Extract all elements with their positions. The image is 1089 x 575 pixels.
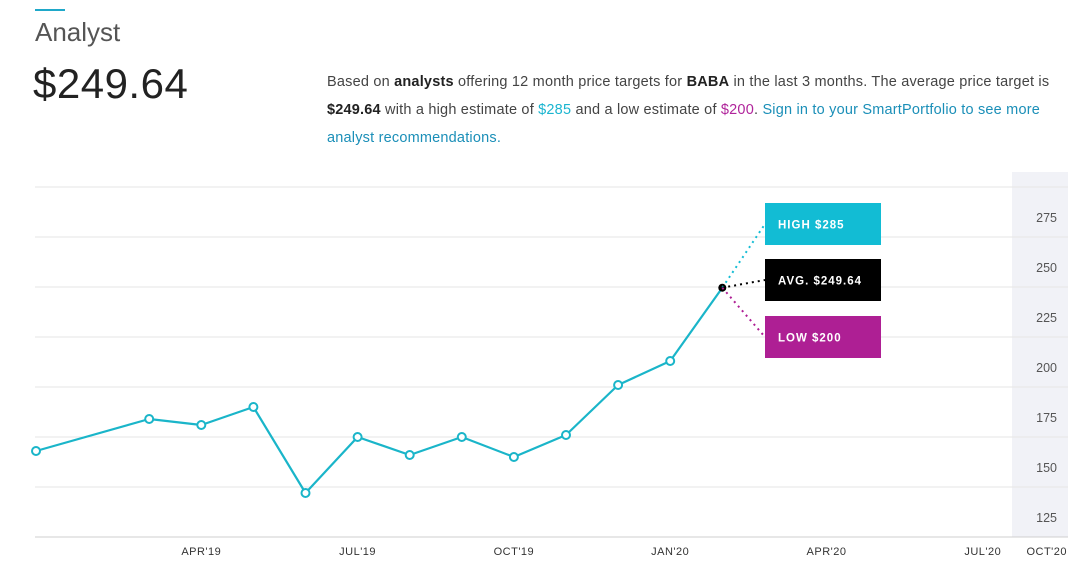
data-point [248, 402, 259, 412]
y-tick-label: 200 [1036, 361, 1057, 375]
summary-ticker: BABA [686, 74, 730, 90]
target-tag [765, 316, 881, 358]
data-point [613, 380, 624, 390]
summary-low: $200 [720, 102, 754, 118]
x-tick-label: OCT'20 [1026, 546, 1067, 558]
forecast-area [1012, 172, 1068, 537]
target-tag [765, 259, 881, 301]
data-point [196, 420, 207, 430]
data-point [300, 488, 311, 498]
summary-part: in the last 3 months. The average price … [729, 74, 1050, 90]
data-point [508, 452, 519, 462]
data-point [456, 432, 467, 442]
y-tick-label: 125 [1036, 511, 1057, 525]
data-point [404, 450, 415, 460]
data-point [561, 430, 571, 440]
y-tick-label: 250 [1036, 261, 1057, 275]
price-line [35, 287, 724, 495]
x-tick-label: APR'20 [807, 546, 847, 558]
summary-part: . [753, 102, 763, 118]
summary-part: offering 12 month price targets for [453, 74, 687, 90]
x-tick-label: JUL'20 [964, 546, 1001, 558]
x-tick-label: APR'19 [181, 546, 221, 558]
average-price-target: $249.64 [33, 60, 189, 107]
target-connector [722, 279, 766, 289]
data-point [31, 446, 41, 456]
summary-part: and a low estimate of [571, 102, 721, 118]
sign-in-link[interactable]: Sign in to your SmartPortfolio to see mo… [327, 102, 1041, 146]
target-tag-label: HIGH $285 [778, 220, 845, 232]
summary-part: Based on [327, 74, 395, 90]
y-tick-label: 175 [1036, 411, 1057, 425]
data-point [144, 414, 155, 424]
data-point [352, 432, 363, 442]
accent-bar [35, 9, 65, 11]
summary-text: Based on analysts offering 12 month pric… [327, 68, 1067, 152]
target-tag [765, 203, 881, 245]
summary-part: with a high estimate of [380, 102, 539, 118]
target-connector [721, 223, 766, 289]
section-title: Analyst [35, 17, 121, 47]
y-tick-label: 275 [1036, 211, 1057, 225]
y-tick-label: 150 [1036, 461, 1057, 475]
y-tick-label: 225 [1036, 311, 1057, 325]
summary-high: $285 [538, 102, 572, 118]
x-tick-label: JUL'19 [339, 546, 376, 558]
data-point [665, 356, 676, 366]
target-tag-label: AVG. $249.64 [778, 276, 862, 288]
x-tick-label: JAN'20 [651, 546, 689, 558]
target-tag-label: LOW $200 [778, 333, 842, 345]
target-connector [721, 287, 766, 338]
x-tick-label: OCT'19 [494, 546, 535, 558]
summary-avg: $249.64 [327, 102, 381, 118]
summary-analysts: analysts [394, 74, 454, 90]
